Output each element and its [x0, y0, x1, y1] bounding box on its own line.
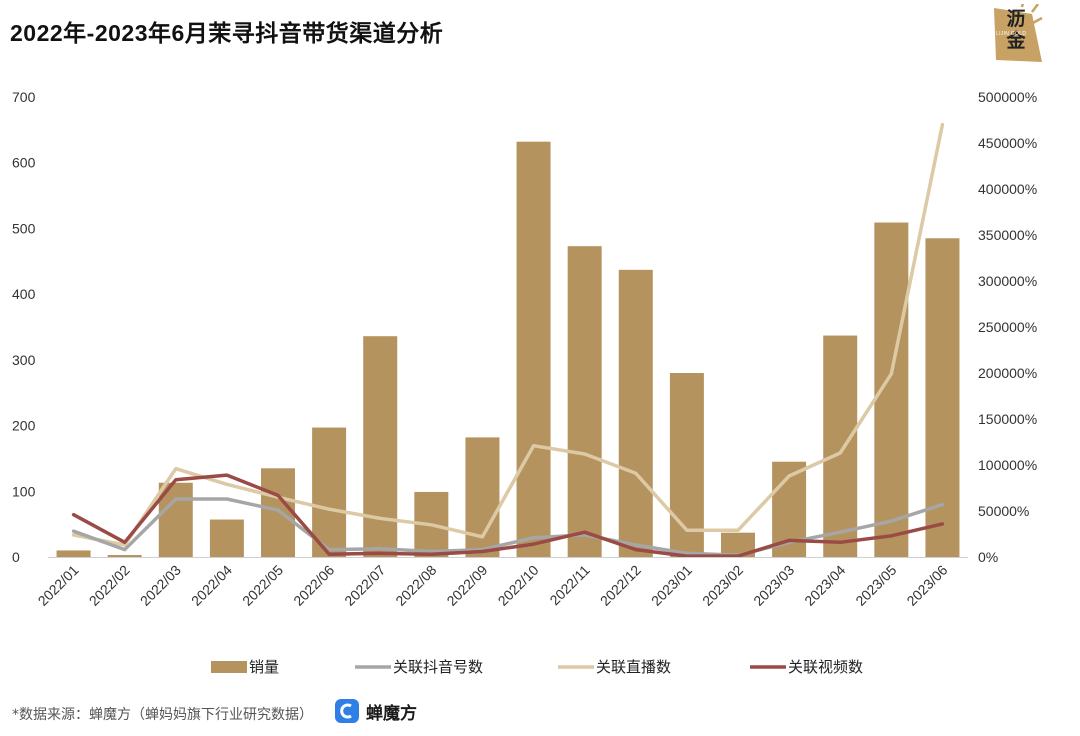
logo-subtext: LIJIN GOLD: [996, 31, 1027, 37]
right-tick-label: 500000%: [978, 89, 1037, 105]
logo-text: 沥金: [1006, 8, 1026, 52]
x-tick-label: 2023/02: [699, 562, 746, 609]
x-tick-label: 2022/08: [392, 562, 439, 609]
bar-2022/10: [516, 141, 551, 557]
bar-2023/04: [823, 335, 858, 557]
brand-logo: 沥金 LIJIN GOLD: [984, 0, 1054, 66]
x-tick-label: 2022/05: [239, 562, 286, 609]
right-tick-label: 400000%: [978, 181, 1037, 197]
x-tick-label: 2022/02: [86, 562, 133, 609]
source-note: *数据来源：蝉魔方（蝉妈妈旗下行业研究数据）: [12, 707, 313, 723]
logo-ray: [1030, 16, 1043, 26]
left-tick-label: 600: [12, 155, 36, 171]
left-tick-label: 300: [12, 352, 36, 368]
legend-label: 关联视频数: [788, 658, 863, 676]
x-tick-label: 2023/03: [750, 562, 797, 609]
legend-swatch: [211, 661, 247, 673]
legend-label: 销量: [249, 658, 279, 676]
x-tick-label: 2022/09: [443, 562, 490, 609]
bar-series: [56, 141, 960, 558]
bar-2022/04: [209, 519, 244, 557]
brand-logo-icon: [335, 699, 359, 723]
x-tick-label: 2022/11: [546, 562, 593, 609]
left-tick-label: 0: [12, 549, 20, 565]
right-tick-label: 300000%: [978, 273, 1037, 289]
x-tick-label: 2022/06: [290, 562, 337, 609]
left-tick-label: 200: [12, 418, 36, 434]
bar-2022/06: [312, 427, 347, 557]
brand-name: 蝉魔方: [366, 703, 417, 724]
bar-2022/02: [107, 555, 142, 557]
bar-2022/09: [465, 437, 500, 557]
x-tick-label: 2023/05: [852, 562, 899, 609]
bar-2022/01: [56, 550, 91, 557]
chart-title: 2022年-2023年6月茉寻抖音带货渠道分析: [10, 20, 444, 46]
bar-2022/11: [567, 246, 602, 557]
line-series: [71, 122, 945, 558]
left-axis: 0 100 200 300 400 500 600 700: [12, 89, 36, 565]
right-tick-label: 100000%: [978, 457, 1037, 473]
legend-label: 关联直播数: [596, 658, 671, 676]
left-tick-label: 400: [12, 286, 36, 302]
left-tick-label: 100: [12, 483, 36, 499]
x-tick-label: 2023/04: [801, 562, 848, 609]
right-tick-label: 250000%: [978, 319, 1037, 335]
x-tick-label: 2022/01: [35, 562, 82, 609]
right-tick-label: 0%: [978, 549, 998, 565]
right-tick-label: 50000%: [978, 503, 1029, 519]
logo-ray: [1031, 3, 1039, 13]
line-关联直播数: [71, 122, 945, 547]
x-tick-label: 2022/04: [188, 562, 235, 609]
x-tick-label: 2022/03: [137, 562, 184, 609]
logo-badge-icon: [994, 0, 1043, 62]
brand-mark: 蝉魔方: [334, 698, 417, 724]
bar-2022/05: [261, 468, 295, 557]
right-tick-label: 150000%: [978, 411, 1037, 427]
x-tick-label: 2022/07: [341, 562, 388, 609]
x-tick-label: 2023/06: [903, 562, 950, 609]
legend-label: 关联抖音号数: [393, 658, 483, 676]
right-tick-label: 450000%: [978, 135, 1037, 151]
x-tick-label: 2022/10: [495, 562, 542, 609]
right-axis: 0% 50000% 100000% 150000% 200000% 250000% 3000…: [978, 89, 1037, 565]
legend: 销量 关联抖音号数 关联直播数 关联视频数: [211, 658, 863, 676]
bar-2022/07: [363, 336, 398, 557]
bar-2022/12: [618, 269, 653, 557]
left-tick-label: 500: [12, 220, 36, 236]
x-axis: 2022/01 2022/02 2022/03 2022/04 2022/05 2022/…: [35, 562, 951, 609]
x-tick-label: 2022/12: [597, 562, 644, 609]
bar-2023/01: [669, 373, 704, 557]
right-tick-label: 200000%: [978, 365, 1037, 381]
logo-shape: [994, 8, 1042, 62]
x-tick-label: 2023/01: [648, 562, 695, 609]
line-关联视频数: [71, 473, 945, 558]
right-tick-label: 350000%: [978, 227, 1037, 243]
left-tick-label: 700: [12, 89, 36, 105]
